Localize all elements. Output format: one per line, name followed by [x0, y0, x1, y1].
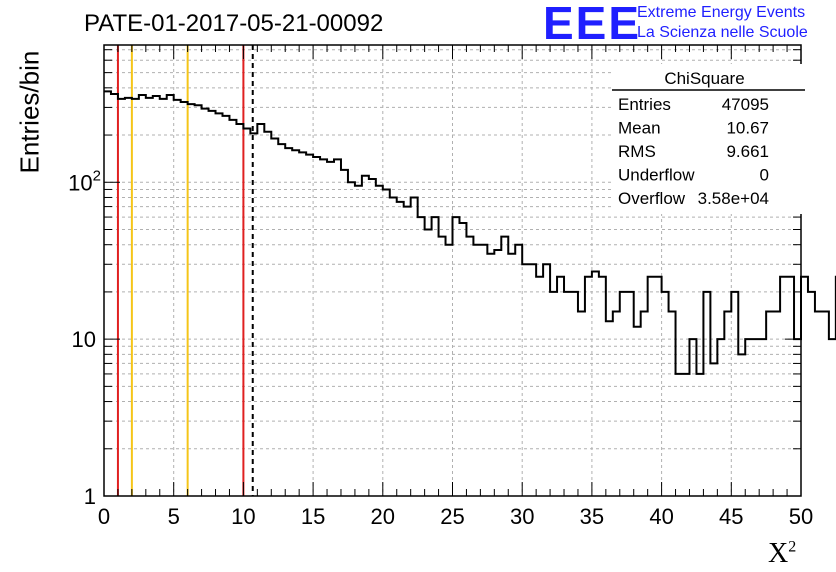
x-tick-label: 10: [231, 504, 255, 529]
tick-labels: 0 5 10 15 20 25 30 35 40 45 50 1 10 102: [68, 167, 813, 529]
x-tick-label: 20: [371, 504, 395, 529]
stats-label: RMS: [618, 142, 656, 161]
chart-title: PATE-01-2017-05-21-00092: [84, 10, 384, 37]
x-tick-label: 15: [301, 504, 325, 529]
y-tick-label: 1: [84, 484, 96, 509]
reference-lines: [116, 45, 254, 496]
stats-background: [612, 64, 805, 214]
x-tick-label: 40: [649, 504, 673, 529]
y-tick-label: 10: [72, 327, 96, 352]
grid-lines: [104, 45, 801, 496]
stats-value: 3.58e+04: [698, 189, 769, 208]
x-tick-label: 30: [510, 504, 534, 529]
logo-line-1: Extreme Energy Events: [637, 4, 806, 21]
stats-value: 10.67: [726, 119, 769, 138]
stats-label: Overflow: [618, 189, 686, 208]
x-tick-label: 25: [440, 504, 464, 529]
stats-label: Underflow: [618, 166, 695, 185]
histogram-series: [104, 90, 836, 375]
x-tick-label: 0: [98, 504, 110, 529]
x-tick-label: 50: [789, 504, 813, 529]
x-tick-label: 45: [719, 504, 743, 529]
x-tick-label: 35: [580, 504, 604, 529]
x-tick-label: 5: [168, 504, 180, 529]
eee-logo: EEE: [543, 0, 642, 49]
stats-label: Entries: [618, 95, 671, 114]
stats-value: 47095: [722, 95, 769, 114]
x-axis-label: X2: [768, 538, 797, 569]
logo-line-2: La Scienza nelle Scuole: [637, 24, 808, 41]
y-tick-label: 102: [68, 167, 101, 195]
stats-value: 0: [760, 166, 769, 185]
stats-name: ChiSquare: [664, 69, 744, 88]
stats-value: 9.661: [726, 142, 769, 161]
stats-label: Mean: [618, 119, 661, 138]
stats-box: ChiSquare Entries 47095 Mean 10.67 RMS 9.661 Un…: [612, 64, 805, 214]
